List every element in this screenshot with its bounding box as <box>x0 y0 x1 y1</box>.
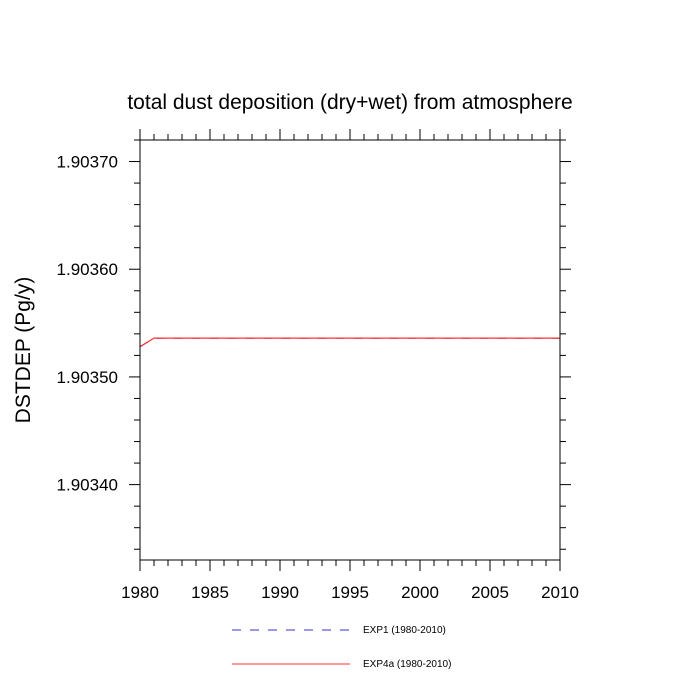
x-tick-label: 2000 <box>401 583 439 602</box>
plot-frame <box>139 139 561 561</box>
legend-label-exp1: EXP1 (1980-2010) <box>363 625 446 636</box>
y-axis-label: DSTDEP (Pg/y) <box>12 277 35 424</box>
y-tick-label: 1.90350 <box>57 368 118 387</box>
legend: EXP1 (1980-2010) EXP4a (1980-2010) <box>232 625 451 670</box>
series-line-0 <box>139 337 560 348</box>
series-line-1 <box>139 337 560 348</box>
x-tick-label: 1990 <box>261 583 299 602</box>
series-layer <box>139 337 560 348</box>
y-tick-label: 1.90370 <box>57 153 118 172</box>
x-tick-label: 1995 <box>331 583 369 602</box>
x-tick-label: 1985 <box>191 583 229 602</box>
y-tick-label: 1.90360 <box>57 260 118 279</box>
x-tick-label: 2010 <box>541 583 579 602</box>
chart-title: total dust deposition (dry+wet) from atm… <box>127 91 572 114</box>
x-tick-label: 1980 <box>121 583 159 602</box>
legend-label-exp4a: EXP4a (1980-2010) <box>363 659 451 670</box>
y-tick-label: 1.90340 <box>57 476 118 495</box>
x-tick-label: 2005 <box>471 583 509 602</box>
ticks-layer: 1980 1985 1990 1995 2000 2005 2010 1.90340 1.903… <box>57 129 579 602</box>
